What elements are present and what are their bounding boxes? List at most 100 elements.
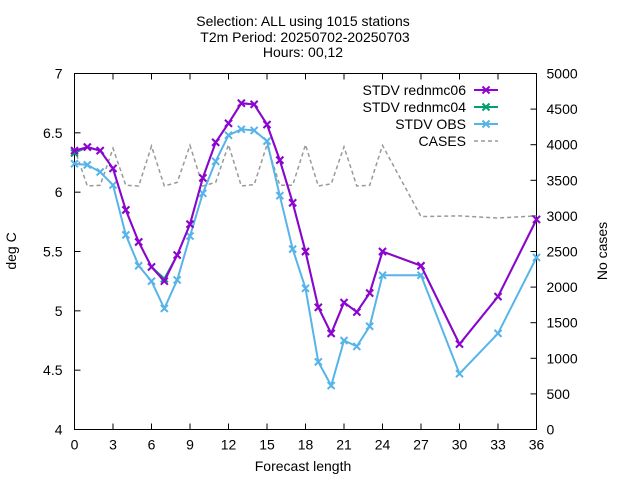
data-point-stdv-obs xyxy=(83,160,92,170)
series-stdv-rednmc04 xyxy=(70,98,541,349)
data-point-stdv-rednmc06 xyxy=(416,261,426,270)
legend-marker-stdv-obs xyxy=(481,119,491,129)
data-point-stdv-rednmc06 xyxy=(326,329,336,338)
x-tick-label: 30 xyxy=(452,437,468,453)
chart-title-line-3: Hours: 00,12 xyxy=(263,44,343,60)
legend-marker-stdv-rednmc04 xyxy=(481,102,491,112)
y-tick-label: 4 xyxy=(55,422,63,438)
data-point-stdv-obs xyxy=(147,276,156,286)
data-point-stdv-rednmc06 xyxy=(70,146,79,155)
data-point-stdv-rednmc06 xyxy=(198,173,208,183)
data-point-stdv-obs xyxy=(455,369,464,378)
y2-tick-label: 5000 xyxy=(547,66,578,82)
data-point-stdv-obs xyxy=(172,275,182,285)
x-tick-label: 12 xyxy=(221,437,237,453)
data-point-stdv-rednmc06 xyxy=(301,247,310,256)
data-point-stdv-rednmc06 xyxy=(147,262,156,272)
y2-axis-label: No cases xyxy=(594,222,610,280)
x-tick-label: 24 xyxy=(375,437,391,453)
y2-tick-label: 1500 xyxy=(547,315,578,331)
x-tick-label: 15 xyxy=(259,437,275,453)
y-axis-label: deg C xyxy=(3,232,19,269)
series-line-stdv-rednmc06 xyxy=(74,102,538,346)
data-point-stdv-rednmc06 xyxy=(95,146,105,155)
series-stdv-obs xyxy=(70,125,541,390)
data-point-stdv-rednmc06 xyxy=(288,198,297,208)
data-point-stdv-rednmc06 xyxy=(185,219,195,229)
y-tick-label: 5 xyxy=(55,303,63,319)
data-point-stdv-obs xyxy=(532,253,541,262)
y2-tick-label: 3500 xyxy=(547,172,578,188)
data-point-stdv-obs xyxy=(185,231,195,241)
y2-tick-label: 2000 xyxy=(547,279,578,295)
data-point-stdv-obs xyxy=(211,157,220,166)
data-point-stdv-rednmc06 xyxy=(339,298,349,307)
legend-label-stdv-rednmc04: STDV rednmc04 xyxy=(363,99,467,115)
data-point-stdv-obs xyxy=(95,167,105,177)
y-tick-label: 4.5 xyxy=(43,362,63,378)
x-tick-label: 0 xyxy=(71,437,79,453)
data-point-stdv-rednmc06 xyxy=(352,307,362,317)
data-point-stdv-rednmc06 xyxy=(160,276,169,286)
data-point-stdv-obs xyxy=(224,130,233,140)
data-point-stdv-rednmc06 xyxy=(83,142,92,152)
data-point-stdv-rednmc06 xyxy=(262,120,272,129)
chart-title-line-2: T2m Period: 20250702-20250703 xyxy=(200,29,410,45)
y2-axis-ticks: 0 500 1000 1500 2000 2500 3000 3500 4000 4500 5000 xyxy=(530,66,578,438)
data-point-stdv-obs xyxy=(249,126,259,135)
y2-tick-label: 2500 xyxy=(547,244,578,260)
data-point-stdv-rednmc06 xyxy=(237,98,246,108)
data-point-stdv-rednmc06 xyxy=(314,303,323,312)
series-line-stdv-rednmc04 xyxy=(74,102,538,346)
data-point-stdv-rednmc06 xyxy=(378,247,387,256)
data-point-stdv-obs xyxy=(121,230,131,240)
data-point-stdv-obs xyxy=(352,342,362,351)
x-tick-label: 27 xyxy=(413,437,429,453)
series-cases xyxy=(73,142,537,219)
data-point-stdv-rednmc06 xyxy=(275,155,285,165)
data-point-stdv-obs xyxy=(493,329,503,338)
data-point-stdv-obs xyxy=(70,159,79,168)
data-point-stdv-rednmc06 xyxy=(108,164,118,173)
x-tick-label: 9 xyxy=(186,437,194,453)
series-line-cases xyxy=(73,142,537,219)
data-point-stdv-rednmc06 xyxy=(224,119,233,128)
data-point-stdv-rednmc06 xyxy=(121,205,131,215)
x-axis-label: Forecast length xyxy=(255,458,352,474)
data-point-stdv-obs xyxy=(198,189,208,198)
data-point-stdv-rednmc06 xyxy=(211,138,220,147)
y2-tick-label: 4000 xyxy=(547,137,578,153)
y2-tick-label: 3000 xyxy=(547,208,578,224)
data-point-stdv-obs xyxy=(301,284,310,293)
y-tick-label: 5.5 xyxy=(43,244,63,260)
x-tick-label: 21 xyxy=(336,437,352,453)
legend-label-cases: CASES xyxy=(419,133,466,149)
data-point-stdv-obs xyxy=(378,271,387,280)
data-point-stdv-obs xyxy=(339,336,349,345)
x-tick-label: 36 xyxy=(529,437,545,453)
x-tick-label: 18 xyxy=(298,437,314,453)
y2-tick-label: 500 xyxy=(547,386,571,402)
y2-tick-label: 4500 xyxy=(547,101,578,117)
y2-tick-label: 0 xyxy=(547,422,555,438)
data-point-stdv-rednmc06 xyxy=(172,250,182,260)
data-point-stdv-rednmc06 xyxy=(365,288,374,298)
y-tick-label: 6 xyxy=(55,184,63,200)
data-point-stdv-obs xyxy=(416,271,426,280)
y2-tick-label: 1000 xyxy=(547,350,578,366)
data-point-stdv-obs xyxy=(108,180,118,190)
legend-label-stdv-obs: STDV OBS xyxy=(395,116,466,132)
chart-title-line-1: Selection: ALL using 1015 stations xyxy=(196,13,410,29)
data-point-stdv-rednmc06 xyxy=(493,292,503,301)
data-point-stdv-rednmc06 xyxy=(134,237,143,247)
x-tick-label: 33 xyxy=(490,437,506,453)
data-point-stdv-rednmc06 xyxy=(455,339,464,349)
data-point-stdv-rednmc06 xyxy=(249,100,259,109)
series-stdv-rednmc06 xyxy=(70,98,541,349)
y-tick-label: 7 xyxy=(55,66,63,82)
data-point-stdv-obs xyxy=(262,136,272,146)
x-axis-ticks: 0 3 6 9 12 15 18 21 24 27 30 33 36 xyxy=(71,73,545,453)
data-point-stdv-obs xyxy=(275,191,285,200)
